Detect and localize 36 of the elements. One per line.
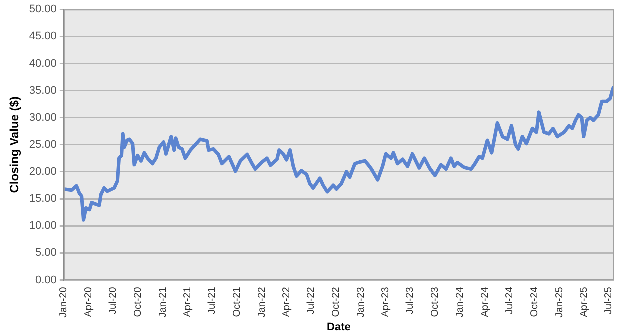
x-tick-label: Apr-20	[83, 286, 94, 318]
y-axis-title: Closing Value ($)	[8, 96, 22, 194]
y-tick-label: 25.00	[29, 138, 57, 151]
y-tick-label: 10.00	[29, 220, 57, 232]
x-tick-label: Jul-21	[207, 286, 218, 314]
x-tick-label: Jul-20	[108, 286, 120, 314]
x-tick-label: Apr-23	[380, 286, 392, 318]
x-tick-label: Oct-21	[232, 286, 244, 318]
x-tick-label: Oct-23	[430, 286, 442, 318]
y-tick-label: 45.00	[29, 30, 57, 43]
x-tick-label: Oct-22	[331, 286, 342, 318]
x-tick-label: Apr-25	[578, 286, 590, 318]
x-tick-label: Jan-20	[58, 286, 70, 318]
x-tick-label: Oct-24	[530, 286, 541, 318]
x-tick-label: Jan-25	[554, 286, 566, 318]
x-tick-label: Apr-21	[182, 286, 194, 318]
x-axis-title: Date	[327, 321, 351, 334]
x-tick-label: Oct-20	[133, 286, 144, 318]
x-tick-label: Jul-25	[604, 286, 615, 314]
y-tick-label: 0.00	[36, 274, 57, 286]
x-tick-label: Jan-22	[257, 286, 268, 318]
x-tick-label: Apr-22	[281, 286, 292, 318]
y-tick-label: 35.00	[29, 84, 57, 97]
x-tick-label: Jan-21	[158, 286, 169, 318]
x-tick-label: Jul-22	[306, 286, 318, 314]
y-tick-label: 50.00	[29, 4, 57, 16]
x-tick-label: Apr-24	[480, 286, 491, 318]
x-tick-label: Jul-24	[504, 286, 516, 314]
y-tick-label: 30.00	[29, 112, 57, 124]
y-tick-label: 40.00	[29, 58, 57, 70]
x-tick-label: Jul-23	[405, 286, 416, 314]
x-tick-label: Jan-23	[356, 286, 368, 318]
y-tick-label: 20.00	[29, 166, 57, 178]
y-tick-label: 15.00	[29, 193, 57, 206]
x-tick-label: Jan-24	[455, 286, 466, 318]
y-tick-label: 5.00	[36, 247, 57, 260]
